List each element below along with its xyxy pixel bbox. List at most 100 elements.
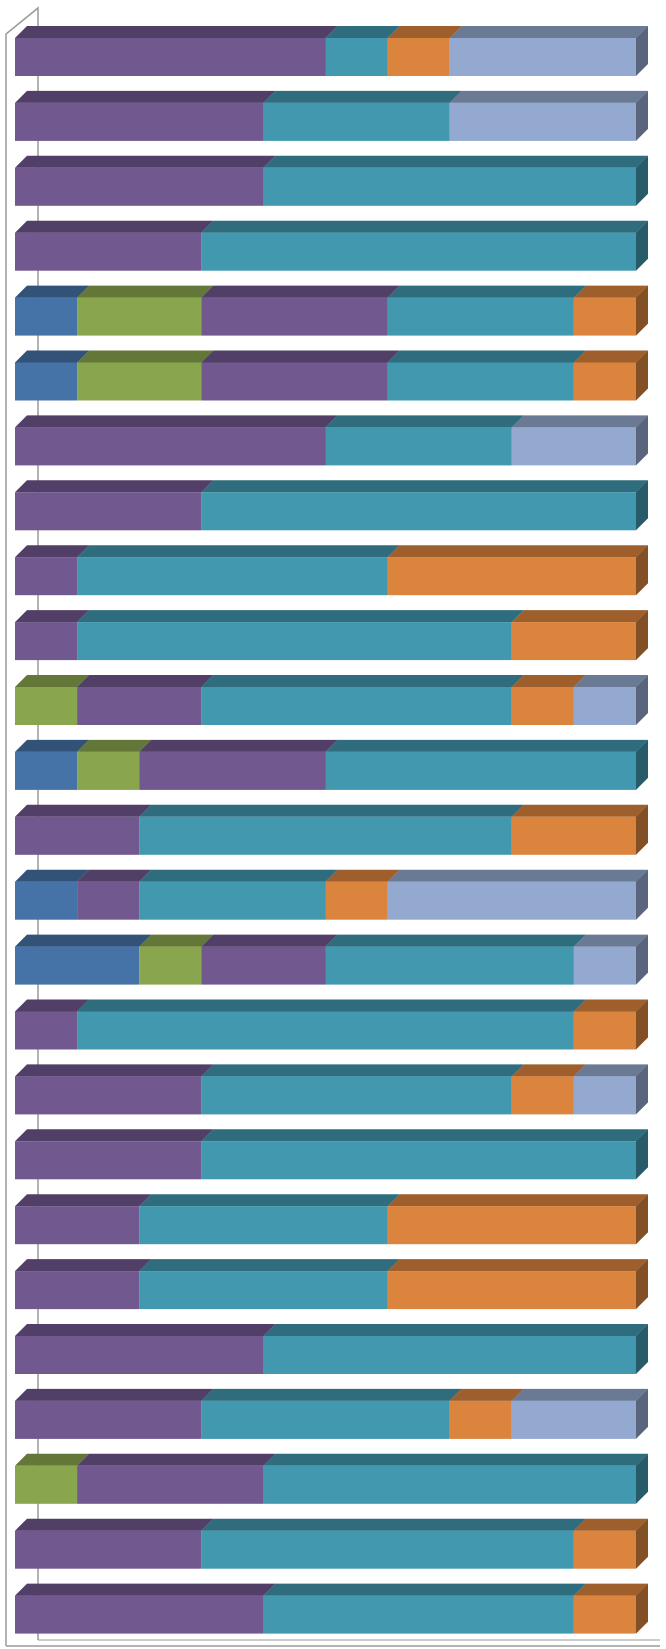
- bar-front-face: [15, 1595, 264, 1634]
- bar-top-face: [201, 1064, 524, 1077]
- bar-front-face: [387, 1206, 636, 1245]
- bar-top-face: [511, 415, 648, 428]
- bar-segment-row24-series5: [573, 1518, 648, 1569]
- bar-top-face: [263, 90, 462, 103]
- bar-front-face: [201, 297, 388, 336]
- bar-top-face: [15, 285, 90, 298]
- bar-top-face: [263, 1324, 648, 1336]
- bar-front-face: [325, 427, 512, 466]
- bar-top-face: [511, 1064, 586, 1077]
- bar-front-face: [15, 492, 202, 531]
- bar-segment-row5-series5: [573, 285, 648, 336]
- bar-top-face: [573, 1064, 648, 1077]
- bar-top-face: [15, 1388, 214, 1401]
- bar-segment-row7-series6: [511, 415, 648, 466]
- bar-front-face: [387, 362, 574, 401]
- bar-segment-row15-series6: [573, 934, 648, 985]
- bar-side-face: [636, 675, 648, 725]
- bar-front-face: [573, 1076, 636, 1115]
- bar-top-face: [15, 155, 276, 168]
- bar-side-face: [636, 26, 648, 76]
- bar-side-face: [636, 804, 648, 855]
- bar-top-face: [387, 1259, 648, 1272]
- bar-segment-row6-series2: [77, 350, 214, 401]
- bar-top-face: [387, 285, 586, 298]
- bar-top-face: [139, 804, 524, 817]
- bar-top-face: [201, 480, 649, 493]
- bar-front-face: [15, 1011, 78, 1050]
- bar-front-face: [77, 881, 140, 920]
- bar-segment-row6-series3: [201, 350, 400, 401]
- bar-front-face: [77, 687, 202, 725]
- bar-top-face: [201, 350, 400, 363]
- bar-segment-row14-series6: [387, 869, 648, 920]
- bar-front-face: [77, 297, 202, 336]
- bar-front-face: [15, 751, 78, 790]
- bar-front-face: [387, 1271, 636, 1310]
- bar-segment-row20-series4: [139, 1259, 400, 1310]
- bar-segment-row19-series4: [139, 1194, 400, 1245]
- bar-top-face: [77, 285, 214, 298]
- bar-front-face: [449, 38, 636, 76]
- bar-segment-row1-series6: [449, 26, 648, 76]
- bar-top-face: [201, 285, 400, 298]
- bar-top-face: [15, 739, 90, 752]
- bar-segment-row3-series4: [263, 155, 648, 206]
- bar-segment-row11-series6: [573, 675, 648, 725]
- bar-front-face: [573, 1595, 636, 1634]
- bar-segment-row17-series6: [573, 1064, 648, 1115]
- bar-segment-row22-series6: [511, 1388, 648, 1439]
- bar-top-face: [15, 675, 90, 687]
- bar-top-face: [201, 934, 338, 947]
- bar-segment-row14-series3: [77, 869, 152, 920]
- bar-segment-row7-series3: [15, 415, 338, 466]
- bar-front-face: [15, 622, 78, 661]
- bar-front-face: [263, 167, 636, 206]
- bar-side-face: [636, 999, 648, 1050]
- bar-segment-row23-series4: [263, 1453, 648, 1504]
- bar-segment-row10-series3: [15, 610, 90, 661]
- bar-top-face: [15, 869, 90, 882]
- bar-top-face: [139, 1194, 400, 1207]
- bar-front-face: [573, 297, 636, 336]
- bar-front-face: [201, 1141, 637, 1180]
- bar-front-face: [77, 622, 512, 661]
- bar-segment-row16-series5: [573, 999, 648, 1050]
- bar-top-face: [449, 1388, 524, 1401]
- bar-front-face: [15, 102, 264, 141]
- bar-segment-row15-series2: [139, 934, 214, 985]
- bar-segment-row10-series4: [77, 610, 524, 661]
- bar-side-face: [636, 480, 648, 531]
- bar-segment-row17-series5: [511, 1064, 586, 1115]
- bar-top-face: [263, 1583, 586, 1596]
- bar-front-face: [15, 38, 326, 76]
- bar-segment-row11-series2: [15, 675, 90, 725]
- bar-side-face: [636, 739, 648, 790]
- bar-top-face: [139, 739, 338, 752]
- bar-front-face: [15, 687, 78, 725]
- bar-front-face: [201, 492, 637, 531]
- bar-segment-row12-series2: [77, 739, 152, 790]
- bar-top-face: [15, 1583, 276, 1596]
- bar-front-face: [139, 881, 326, 920]
- bar-top-face: [325, 26, 400, 38]
- bar-side-face: [636, 869, 648, 920]
- bar-top-face: [15, 999, 90, 1012]
- bar-front-face: [573, 1530, 636, 1569]
- bar-front-face: [201, 1400, 450, 1439]
- bar-front-face: [15, 881, 78, 920]
- bar-side-face: [636, 1064, 648, 1115]
- bar-side-face: [636, 220, 648, 271]
- bar-front-face: [263, 1336, 636, 1374]
- bar-top-face: [15, 934, 152, 947]
- bar-top-face: [15, 1194, 152, 1207]
- bar-segment-row14-series5: [325, 869, 400, 920]
- bar-top-face: [77, 350, 214, 363]
- bar-segment-row24-series4: [201, 1518, 586, 1569]
- bar-front-face: [511, 687, 574, 725]
- bar-front-face: [325, 881, 388, 920]
- bar-segment-row8-series4: [201, 480, 649, 531]
- bar-front-face: [573, 946, 636, 985]
- bar-top-face: [15, 1064, 214, 1077]
